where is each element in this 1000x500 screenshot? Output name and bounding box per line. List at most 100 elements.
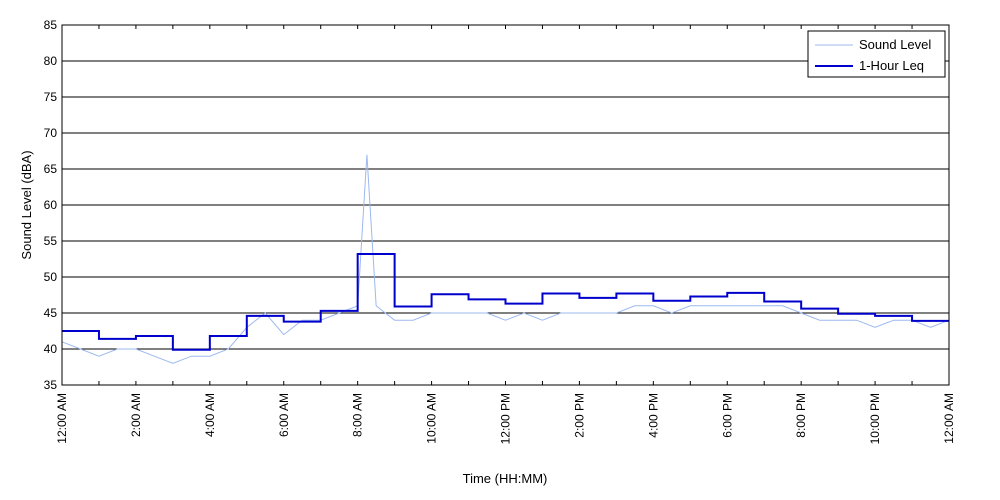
leq-point <box>560 293 561 294</box>
sound-level-point <box>505 320 506 321</box>
sound-level-point <box>80 349 81 350</box>
leq-point <box>376 253 377 254</box>
leq-point <box>228 336 229 337</box>
y-tick-label: 75 <box>44 90 58 104</box>
sound-level-point <box>117 349 118 350</box>
leq-point <box>80 331 81 332</box>
y-tick-label: 80 <box>44 54 58 68</box>
x-tick-label: 6:00 AM <box>277 393 291 437</box>
leq-point <box>265 315 266 316</box>
sound-level-point <box>671 313 672 314</box>
leq-point <box>634 293 635 294</box>
x-tick-label: 4:00 AM <box>203 393 217 437</box>
sound-level-point <box>560 313 561 314</box>
x-tick-label: 2:00 PM <box>572 393 586 438</box>
x-tick-label: 6:00 PM <box>720 393 734 438</box>
sound-level-point <box>265 313 266 314</box>
sound-level-point <box>172 363 173 364</box>
x-tick-label: 12:00 PM <box>499 393 513 444</box>
x-axis-title: Time (HH:MM) <box>463 471 548 486</box>
sound-level-point <box>801 313 802 314</box>
legend-box <box>807 30 946 78</box>
sound-level-point <box>283 334 284 335</box>
y-tick-label: 40 <box>44 342 58 356</box>
sound-level-point <box>856 320 857 321</box>
sound-level-point <box>98 356 99 357</box>
x-axis-ticks: 12:00 AM 2:00 AM 4:00 AM 6:00 AM 8:00 AM 10:0… <box>55 25 956 444</box>
y-tick-label: 50 <box>44 270 58 284</box>
x-tick-label: 12:00 AM <box>55 393 69 444</box>
leq-point <box>154 336 155 337</box>
y-tick-label: 45 <box>44 306 58 320</box>
plot-frame <box>61 24 950 386</box>
sound-level-point <box>450 313 451 314</box>
y-tick-label: 55 <box>44 234 58 248</box>
sound-level-point <box>302 320 303 321</box>
y-tick-label: 65 <box>44 162 58 176</box>
leq-point <box>597 297 598 298</box>
legend-label-sound-level: Sound Level <box>859 37 931 52</box>
sound-level-point <box>413 320 414 321</box>
sound-level-point <box>228 349 229 350</box>
sound-level-line <box>61 154 950 364</box>
leq-point <box>413 306 414 307</box>
x-tick-label: 12:00 AM <box>942 393 956 444</box>
sound-level-point <box>339 313 340 314</box>
y-tick-label: 70 <box>44 126 58 140</box>
series-layer <box>61 154 950 364</box>
leq-point <box>930 320 931 321</box>
leq-point <box>339 310 340 311</box>
sound-level-point <box>708 305 709 306</box>
y-axis-title: Sound Level (dBA) <box>19 150 34 259</box>
sound-level-point <box>653 305 654 306</box>
y-tick-label: 85 <box>44 18 58 32</box>
x-tick-label: 8:00 PM <box>794 393 808 438</box>
sound-level-point <box>394 320 395 321</box>
legend: Sound Level 1-Hour Leq <box>807 30 946 78</box>
leq-point <box>450 294 451 295</box>
series-1 <box>62 252 949 351</box>
x-tick-label: 10:00 PM <box>868 393 882 444</box>
sound-level-point <box>745 305 746 306</box>
x-tick-label: 10:00 AM <box>425 393 439 444</box>
sound-level-point <box>875 327 876 328</box>
leq-point <box>523 303 524 304</box>
leq-point <box>782 301 783 302</box>
leq-point <box>191 349 192 350</box>
sound-level-point <box>468 313 469 314</box>
sound-level-point <box>523 313 524 314</box>
sound-level-point <box>209 356 210 357</box>
sound-level-point <box>579 313 580 314</box>
leq-point <box>819 308 820 309</box>
leq-step-line <box>62 252 949 351</box>
sound-level-point <box>764 305 765 306</box>
leq-point <box>745 292 746 293</box>
sound-level-point <box>597 313 598 314</box>
sound-level-point <box>893 320 894 321</box>
leq-point <box>487 299 488 300</box>
legend-label-leq: 1-Hour Leq <box>859 58 924 73</box>
leq-point <box>117 338 118 339</box>
sound-level-point <box>782 305 783 306</box>
sound-level-point <box>376 305 377 306</box>
sound-level-point <box>487 313 488 314</box>
series-0 <box>61 154 950 364</box>
sound-level-point <box>819 320 820 321</box>
y-axis-ticks: 35 40 45 50 55 60 65 70 75 80 85 <box>44 18 66 392</box>
sound-level-point <box>191 356 192 357</box>
y-tick-label: 35 <box>44 378 58 392</box>
sound-level-point <box>135 349 136 350</box>
sound-level-point <box>930 327 931 328</box>
y-tick-label: 60 <box>44 198 58 212</box>
leq-point <box>302 321 303 322</box>
sound-level-point <box>542 320 543 321</box>
x-tick-label: 2:00 AM <box>129 393 143 437</box>
leq-point <box>708 296 709 297</box>
sound-level-point <box>690 305 691 306</box>
leq-point <box>856 313 857 314</box>
sound-level-point <box>431 313 432 314</box>
sound-level-point <box>727 305 728 306</box>
sound-level-point <box>616 313 617 314</box>
x-tick-label: 8:00 AM <box>351 393 365 437</box>
